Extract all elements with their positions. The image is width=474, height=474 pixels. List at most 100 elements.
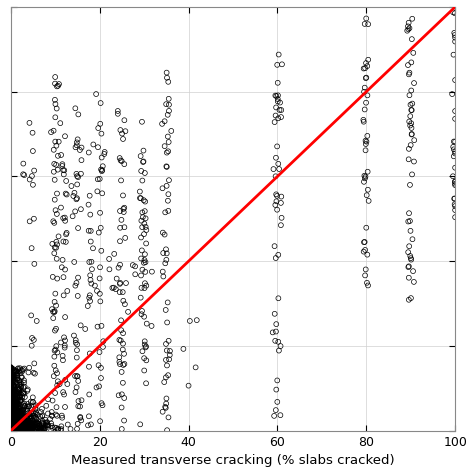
Point	[274, 251, 282, 259]
Point	[13, 368, 20, 375]
Point	[7, 396, 15, 404]
Point	[7, 391, 15, 399]
Point	[7, 375, 15, 383]
Point	[33, 317, 40, 325]
Point	[72, 337, 80, 344]
Point	[14, 365, 21, 373]
Point	[18, 421, 25, 428]
Point	[7, 399, 15, 407]
Point	[9, 410, 17, 418]
Point	[11, 424, 18, 432]
Point	[60, 237, 67, 245]
Point	[7, 403, 15, 410]
Point	[7, 365, 15, 372]
Point	[12, 425, 19, 432]
Point	[162, 209, 169, 216]
Point	[15, 422, 22, 430]
Point	[14, 407, 22, 415]
Point	[10, 386, 18, 393]
Point	[11, 419, 18, 426]
Point	[7, 382, 15, 390]
Point	[11, 426, 19, 434]
Point	[14, 425, 22, 433]
Point	[8, 410, 16, 417]
Point	[364, 251, 371, 258]
Point	[21, 425, 28, 432]
Point	[361, 246, 369, 254]
Point	[24, 387, 31, 394]
Point	[22, 421, 29, 429]
Point	[137, 420, 144, 428]
Point	[9, 424, 17, 432]
Point	[7, 400, 15, 407]
Point	[138, 223, 146, 231]
Point	[31, 412, 38, 419]
Point	[7, 393, 15, 401]
Point	[50, 146, 57, 154]
Point	[21, 424, 29, 431]
Point	[137, 255, 145, 262]
Point	[37, 426, 45, 433]
Point	[29, 398, 36, 406]
Point	[42, 419, 49, 427]
Point	[15, 422, 23, 429]
Point	[13, 392, 20, 400]
Point	[44, 422, 52, 429]
Point	[12, 398, 20, 406]
Point	[361, 106, 368, 113]
Point	[9, 404, 17, 411]
Point	[13, 423, 20, 431]
Point	[10, 406, 18, 414]
Point	[7, 386, 15, 394]
Point	[21, 416, 28, 424]
Point	[16, 386, 23, 394]
Point	[405, 145, 413, 153]
Point	[10, 420, 18, 428]
Point	[58, 414, 66, 421]
Point	[85, 391, 93, 398]
Point	[11, 424, 19, 431]
Point	[61, 166, 68, 174]
Point	[30, 410, 37, 417]
Point	[409, 15, 416, 23]
Point	[10, 415, 18, 422]
Point	[10, 427, 18, 434]
Point	[148, 322, 155, 330]
Point	[10, 416, 18, 424]
Point	[10, 414, 18, 422]
Point	[57, 204, 65, 211]
Point	[117, 337, 125, 345]
Point	[11, 416, 19, 423]
Point	[13, 395, 20, 402]
Point	[163, 400, 170, 408]
Point	[404, 218, 412, 225]
Point	[451, 201, 458, 208]
Point	[148, 268, 155, 275]
Point	[14, 424, 22, 432]
Point	[18, 407, 26, 414]
Point	[18, 422, 25, 430]
Point	[98, 130, 105, 137]
Point	[23, 415, 31, 423]
Point	[9, 424, 17, 432]
Point	[28, 427, 36, 434]
Point	[140, 158, 147, 165]
Point	[10, 421, 18, 429]
Point	[13, 426, 20, 433]
Point	[18, 366, 26, 374]
Point	[7, 385, 15, 393]
Point	[7, 419, 15, 427]
Point	[7, 423, 15, 431]
Point	[94, 323, 101, 330]
Point	[10, 412, 18, 420]
Point	[271, 118, 278, 126]
Point	[15, 408, 23, 415]
Point	[91, 282, 99, 290]
Point	[90, 141, 97, 148]
Point	[53, 210, 61, 218]
Point	[15, 376, 23, 384]
Point	[7, 399, 15, 407]
Point	[13, 418, 21, 426]
Point	[14, 415, 21, 422]
Point	[7, 414, 15, 421]
